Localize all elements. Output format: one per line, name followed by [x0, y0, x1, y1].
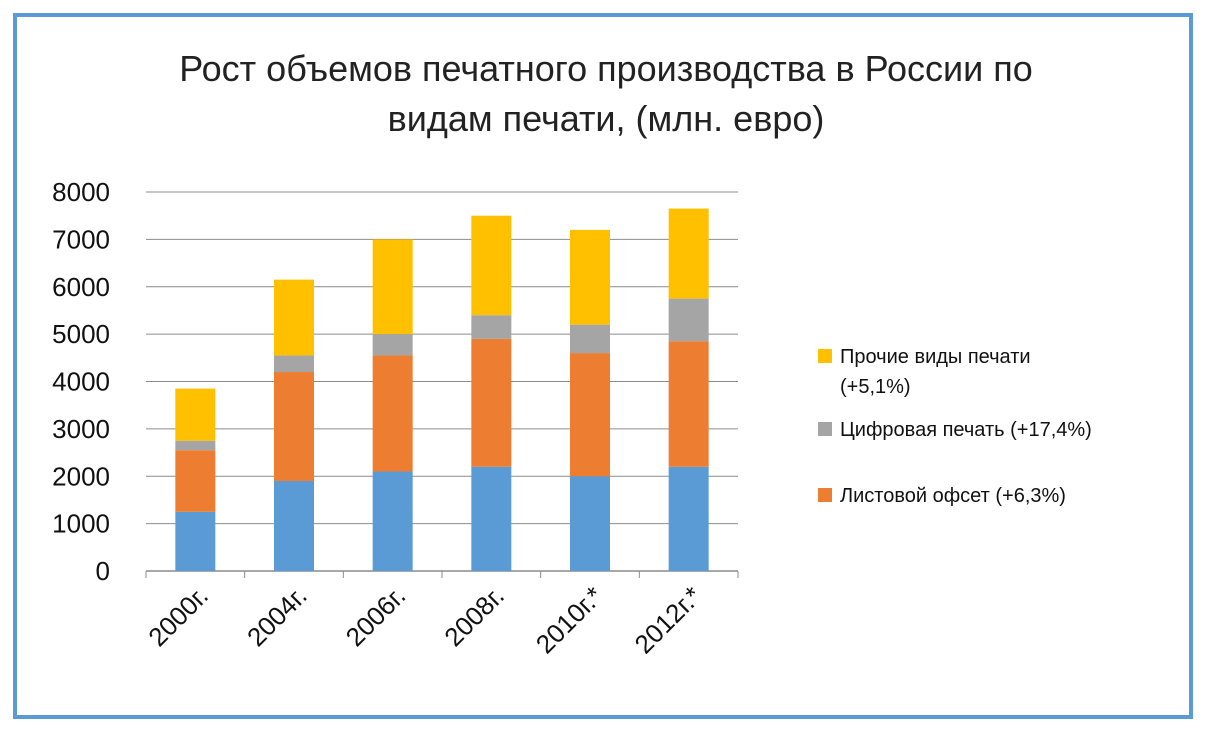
y-tick-label: 2000	[52, 461, 110, 491]
bar-segment	[668, 466, 709, 571]
bar-segment	[372, 334, 413, 356]
bar-segment	[668, 298, 709, 342]
bar-segment	[668, 208, 709, 299]
bar-segment	[471, 215, 512, 316]
y-tick-label: 8000	[52, 177, 110, 207]
legend-swatch	[818, 422, 832, 436]
x-category-label: 2006г.	[340, 580, 412, 652]
x-category-label: 2008г.	[438, 580, 510, 652]
bar-segment	[175, 511, 216, 571]
legend-label: (+5,1%)	[840, 376, 911, 398]
y-tick-label: 5000	[52, 319, 110, 349]
bar-segment	[471, 466, 512, 571]
bar-segment	[274, 355, 314, 373]
bar-segment	[274, 480, 314, 571]
bar-segment	[274, 279, 314, 356]
bar-segment	[471, 338, 512, 467]
bar-segment	[668, 341, 709, 467]
y-tick-label: 1000	[52, 509, 110, 539]
bar-segment	[175, 450, 216, 512]
bar-segment	[175, 440, 216, 451]
y-tick-label: 3000	[52, 414, 110, 444]
bar-segment	[570, 476, 610, 571]
legend-swatch	[818, 349, 832, 363]
chart-title: Рост объемов печатного производства в Ро…	[0, 44, 1212, 144]
bar-segment	[175, 388, 216, 441]
bar-segment	[570, 324, 610, 354]
chart-title-line-2: видам печати, (млн. евро)	[387, 98, 825, 139]
bar-segment	[570, 229, 610, 325]
x-category-label: 2000г.	[142, 580, 214, 652]
x-category-label: 2012г.*	[629, 580, 708, 659]
bar-segment	[372, 239, 413, 335]
legend-label: Листовой офсет (+6,3%)	[840, 485, 1066, 507]
bar-segment	[274, 372, 314, 481]
legend-label: Цифровая печать (+17,4%)	[840, 419, 1092, 441]
x-category-label: 2010г.*	[530, 580, 609, 659]
bar-segment	[570, 353, 610, 477]
y-tick-label: 0	[96, 556, 110, 586]
y-tick-label: 6000	[52, 272, 110, 302]
bar-segment	[372, 471, 413, 571]
bar-segment	[372, 355, 413, 472]
y-tick-label: 4000	[52, 367, 110, 397]
legend-label: Прочие виды печати	[840, 346, 1031, 368]
bar-segment	[471, 315, 512, 339]
x-category-label: 2004г.	[241, 580, 313, 652]
legend-swatch	[818, 488, 832, 502]
chart-title-line-1: Рост объемов печатного производства в Ро…	[179, 48, 1033, 89]
y-tick-label: 7000	[52, 224, 110, 254]
